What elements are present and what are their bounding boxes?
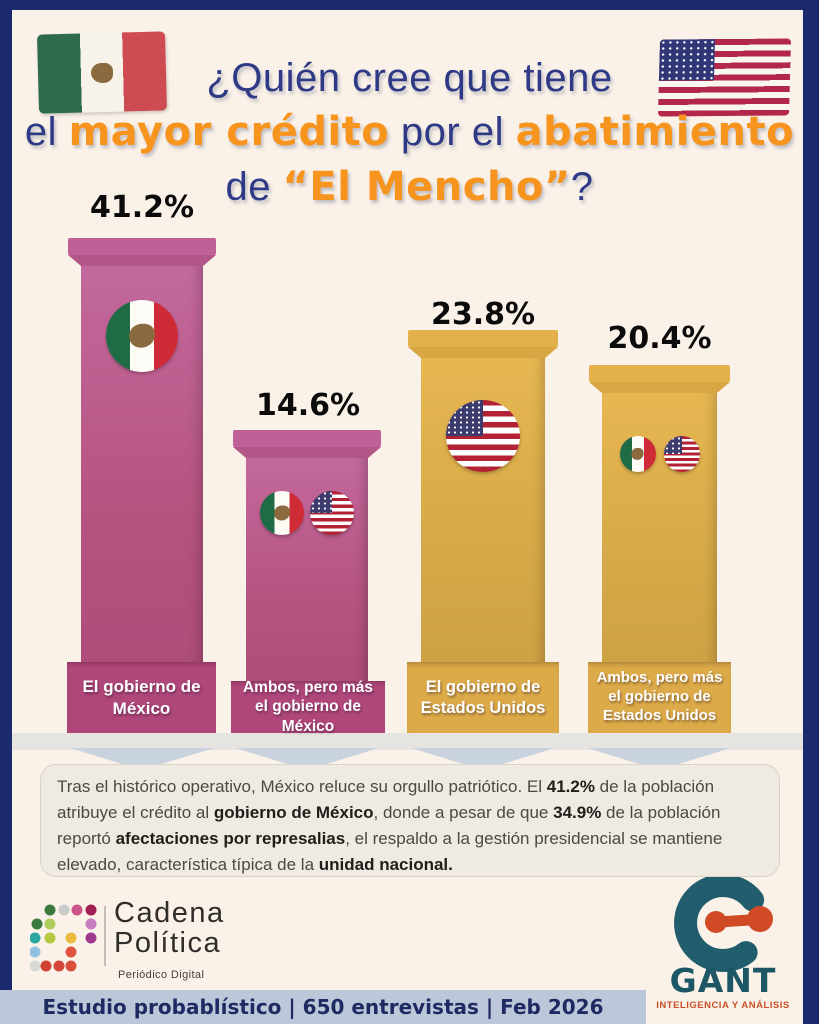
column-slab bbox=[68, 238, 216, 255]
title-line-2: el mayor crédito por el abatimiento bbox=[24, 109, 795, 155]
cadena-tagline: Periódico Digital bbox=[118, 969, 205, 981]
flag-badges bbox=[602, 436, 717, 472]
study-info-bar: Estudio probablístico | 650 entrevistas … bbox=[0, 990, 646, 1024]
bar-column-mexico bbox=[68, 238, 216, 733]
study-info-text: Estudio probablístico | 650 entrevistas … bbox=[42, 995, 604, 1019]
title-line-3: de “El Mencho”? bbox=[225, 164, 594, 210]
title-line-1: ¿Quién cree que tiene bbox=[206, 56, 613, 100]
mexico-flag-circle-icon bbox=[260, 491, 304, 535]
mexico-flag-circle-icon bbox=[106, 300, 178, 372]
mexico-flag-circle-icon bbox=[619, 436, 656, 472]
usa-flag-circle-icon bbox=[663, 436, 700, 472]
bar-value-label-both-mexico: 14.6% bbox=[255, 388, 361, 423]
cadena-name: Cadena Política Periódico Digital bbox=[114, 898, 225, 990]
usa-flag-circle-icon bbox=[310, 491, 354, 535]
bar-category-label-mexico: El gobierno de México bbox=[67, 662, 216, 733]
flag-badges bbox=[421, 400, 545, 472]
bar-category-label-both-usa: Ambos, pero más el gobierno de Estados U… bbox=[588, 662, 731, 733]
flag-badges bbox=[246, 491, 368, 535]
base-band bbox=[12, 733, 803, 750]
bar-value-label-mexico: 41.2% bbox=[89, 190, 195, 225]
cadena-dots-icon bbox=[30, 904, 97, 972]
usa-flag-circle-icon bbox=[446, 400, 520, 472]
column-slab bbox=[589, 365, 730, 382]
column-capital bbox=[233, 447, 381, 458]
gant-name: GANT bbox=[669, 961, 777, 1000]
bar-value-label-both-usa: 20.4% bbox=[607, 321, 712, 356]
gant-logo: GANT INTELIGENCIA Y ANÁLISIS bbox=[648, 874, 798, 1011]
cadena-name-line2: Política bbox=[114, 927, 222, 959]
gant-mark-icon bbox=[674, 874, 773, 972]
bar-category-label-both-mexico: Ambos, pero más el gobierno de México bbox=[231, 679, 385, 735]
column-slab bbox=[233, 430, 381, 447]
column-capital bbox=[589, 382, 730, 393]
cadena-name-line1: Cadena bbox=[114, 897, 225, 929]
column-slab bbox=[408, 330, 558, 347]
bar-value-label-usa: 23.8% bbox=[430, 297, 536, 332]
column-capital bbox=[68, 255, 216, 266]
gant-tagline: INTELIGENCIA Y ANÁLISIS bbox=[656, 1000, 790, 1011]
column-shaft bbox=[81, 262, 203, 733]
summary-box: Tras el histórico operativo, México relu… bbox=[40, 764, 780, 877]
flag-badges bbox=[81, 300, 203, 372]
logo-divider bbox=[104, 906, 106, 966]
column-capital bbox=[408, 347, 558, 358]
bar-category-label-usa: El gobierno de Estados Unidos bbox=[407, 662, 559, 733]
